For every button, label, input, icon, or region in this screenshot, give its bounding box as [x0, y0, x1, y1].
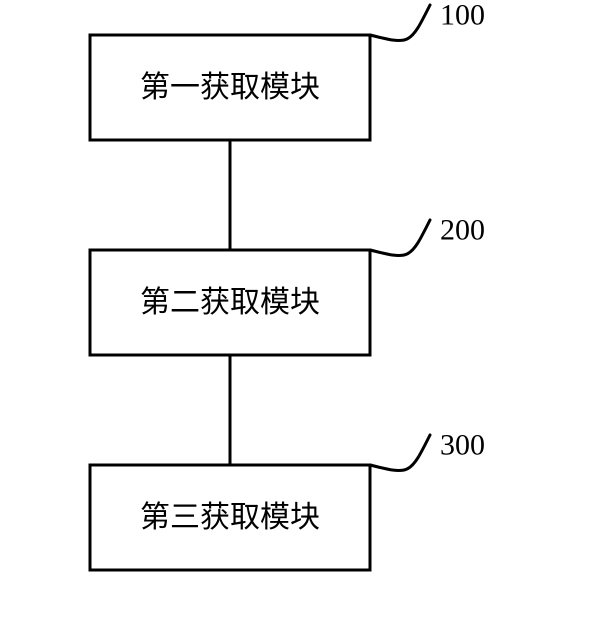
module-label: 第一获取模块: [140, 71, 320, 104]
callout-number: 100: [440, 0, 485, 32]
module-flow-diagram: 第一获取模块 100 第二获取模块 200 第三获取模块 300: [0, 0, 600, 619]
callout-number: 200: [440, 214, 485, 247]
module-label: 第三获取模块: [140, 501, 320, 534]
module-label: 第二获取模块: [140, 286, 320, 319]
callout-number: 300: [440, 429, 485, 462]
